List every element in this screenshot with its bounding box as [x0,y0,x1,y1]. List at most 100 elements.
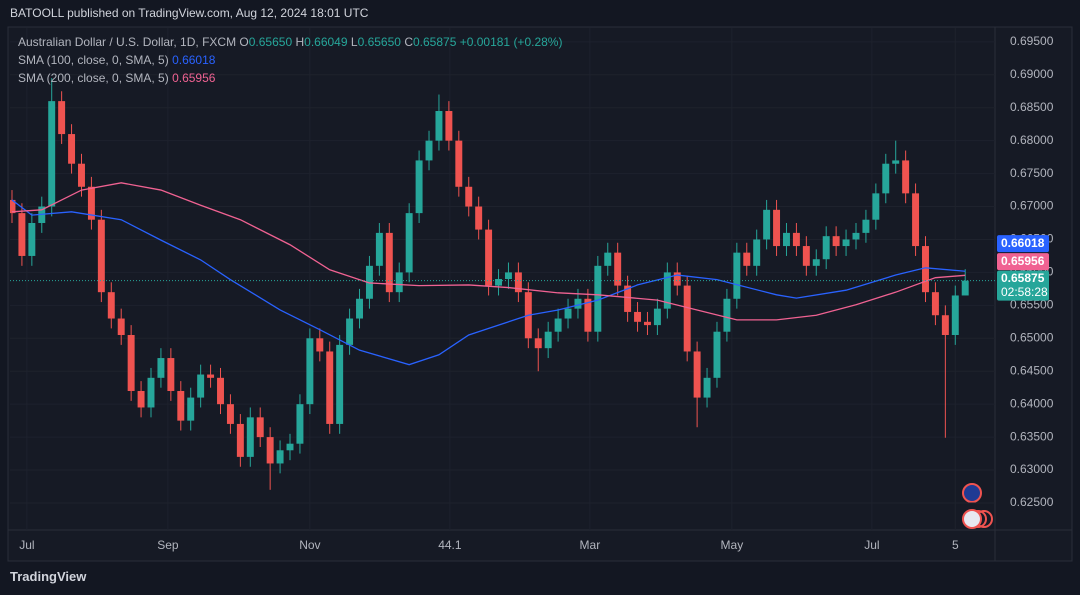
ohlc-value: 0.66049 [304,35,348,49]
change: +0.00181 (+0.28%) [459,35,563,49]
x-tick-label: Jul [864,538,879,552]
candle-body [653,308,661,326]
candle-body [87,186,95,220]
price-tag [997,253,1049,271]
candle-body [395,272,403,293]
candle-body [683,285,691,352]
legend-value: 0.65956 [172,71,216,85]
ohlc-label: O [239,35,249,49]
candle-body [663,272,671,309]
sma-line [11,199,966,366]
candle-body [97,219,105,293]
chart-panel [7,26,1073,562]
candle-body [455,140,463,187]
brand: TradingView [10,569,87,584]
y-tick-label: 0.65000 [1010,330,1054,344]
candle-body [624,285,632,312]
countdown: 02:58:28 [1001,285,1048,299]
legend-row: SMA (100, close, 0, SMA, 5) 0.66018 [18,53,215,67]
candle-body [266,437,274,464]
candle-body [405,213,413,273]
y-tick-label: 0.69000 [1010,67,1054,81]
candle-body [276,450,284,464]
legend-entry: SMA (100, close, 0, SMA, 5) [18,53,169,67]
candle-body [584,298,592,332]
candle-body [465,186,473,207]
candle-body [941,315,949,335]
candle-body [693,351,701,398]
candle-body [643,321,651,326]
candle-body [246,417,254,457]
x-tick-label: Sep [157,538,179,552]
candle-body [435,111,443,141]
x-tick-label: Mar [580,538,601,552]
candle-body [922,246,929,293]
price-tag-label: 0.65956 [1001,254,1045,268]
candle-body [832,236,840,247]
candle-body [256,417,264,438]
candle-body [902,160,910,194]
candle-body [514,272,522,293]
legend-value: 0.66018 [172,53,216,67]
legend-entry: SMA (200, close, 0, SMA, 5) [18,71,169,85]
ohlc-value: 0.65875 [412,35,457,49]
flag-icon [962,483,982,503]
candle-body [594,265,602,332]
candle-body [733,252,741,299]
candle-body [882,163,890,194]
candle-body [872,193,880,220]
candle-body [743,252,751,266]
flag-icons [962,483,993,529]
candle-body [167,358,175,391]
candle-body [495,279,503,286]
candle-body [703,377,711,398]
candle-body [773,209,781,247]
candle-body [207,374,215,378]
candle-body [375,232,383,266]
candle-body [544,331,552,349]
y-tick-label: 0.64000 [1010,396,1054,410]
candle-body [226,404,234,424]
candle-body [336,344,344,424]
y-tick-label: 0.65500 [1010,298,1054,312]
plot [10,78,969,490]
candle-body [892,160,900,164]
candle-body [28,223,36,256]
x-tick-label: Nov [299,538,320,552]
candle-body [296,404,304,444]
ohlc-value: 0.65650 [248,35,293,49]
candle-body [713,331,721,378]
candle-body [137,390,145,408]
candle-body [10,199,16,214]
symbol: Australian Dollar / U.S. Dollar, 1D, FXC… [18,35,237,49]
candle-body [157,358,165,378]
sma-line [11,182,966,321]
y-tick-label: 0.67500 [1010,166,1054,180]
candle-body [445,111,453,141]
x-tick-label: May [721,538,744,552]
ohlc-value: 0.65650 [357,35,401,49]
candle-body [862,219,870,233]
ohlc-label: C [404,35,413,49]
candle-body [346,318,354,345]
candle-body [753,239,761,266]
ohlc-label: L [350,35,358,49]
y-tick-label: 0.63000 [1010,462,1054,476]
price-tag-label: 0.66018 [1001,236,1045,250]
candle-body [217,377,224,405]
candle-body [78,163,85,187]
price-tag [997,270,1049,301]
candle-body [306,338,314,405]
candle-body [792,232,800,247]
legend-row: Australian Dollar / U.S. Dollar, 1D, FXC… [18,35,562,49]
candle-body [723,298,731,332]
y-tick-label: 0.68000 [1010,133,1054,147]
candle-body [673,272,681,286]
candle-body [425,140,433,161]
candle-body [634,311,642,322]
y-tick-label: 0.68500 [1010,100,1054,114]
candle-body [574,298,582,309]
candle-body [783,232,790,247]
candle-body [326,351,334,424]
